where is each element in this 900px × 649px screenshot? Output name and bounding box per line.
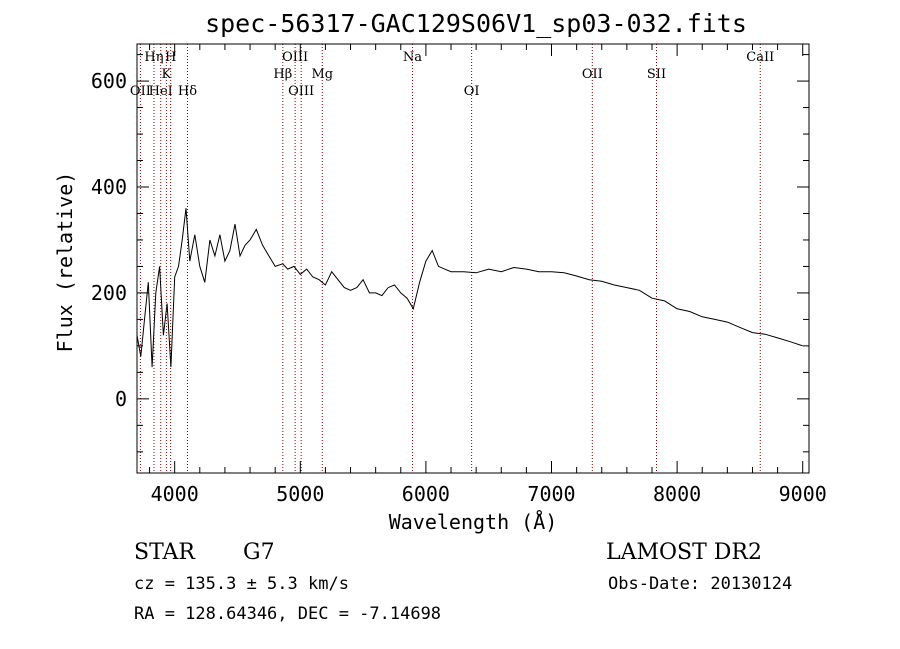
x-tick-label: 5000 [276,482,324,506]
x-tick-label: 8000 [653,482,701,506]
x-tick-label: 6000 [402,482,450,506]
plot-frame [136,43,810,474]
x-axis-label: Wavelength (Å) [389,510,558,534]
obs-date: Obs-Date: 20130124 [608,574,792,594]
y-tick-label: 600 [91,69,127,93]
line-label: OIII [282,50,308,65]
line-label: Mg [311,67,333,82]
y-tick-label: 400 [91,175,127,199]
line-label: Na [403,50,422,65]
object-subclass: G7 [243,540,275,565]
x-tick-label: 4000 [151,482,199,506]
x-tick-label: 7000 [527,482,575,506]
line-label: H [165,50,176,65]
line-label: HeI [149,84,173,99]
line-label: Hδ [178,84,197,99]
line-label: CaII [746,50,774,65]
line-label: Hβ [273,67,292,82]
line-label: SII [647,67,666,82]
coords-info: RA = 128.64346, DEC = -7.14698 [134,604,441,624]
line-label: OIII [288,84,314,99]
chart-title: spec-56317-GAC129S06V1_sp03-032.fits [205,9,747,38]
object-class: STAR [134,540,196,565]
y-tick-label: 0 [115,387,127,411]
survey-name: LAMOST DR2 [606,540,762,565]
redshift-info: cz = 135.3 ± 5.3 km/s [134,574,349,594]
y-tick-label: 200 [91,281,127,305]
line-label: OI [464,84,480,99]
line-label: OII [582,67,603,82]
x-tick-label: 9000 [779,482,827,506]
line-label: OII [130,84,151,99]
axis-ticks: 4000 5000 6000 7000 8000 9000 0 200 400 600 [91,44,827,506]
line-label: Hη [144,50,163,65]
y-axis-label: Flux (relative) [53,172,77,353]
line-label: K [162,67,172,82]
spectrum-series-line [136,208,803,368]
